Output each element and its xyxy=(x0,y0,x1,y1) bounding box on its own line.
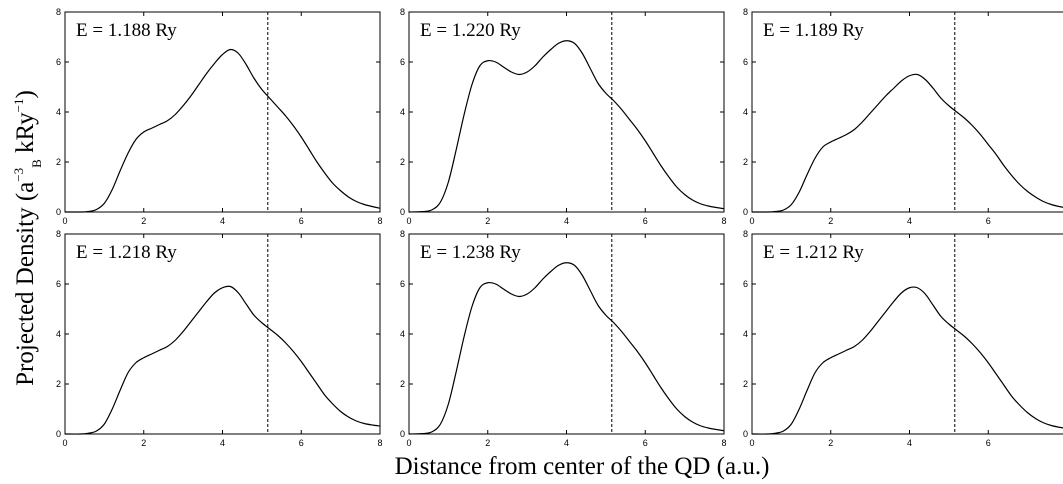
y-tick-label: 6 xyxy=(56,57,61,67)
y-axis-title: Projected Density (a−3B kRy−1) xyxy=(11,90,44,386)
y-tick-label: 6 xyxy=(400,279,405,289)
y-tick-label: 4 xyxy=(400,107,405,117)
y-axis-title-close: ) xyxy=(12,90,39,98)
x-tick-label: 2 xyxy=(141,216,146,226)
y-tick-label: 2 xyxy=(743,157,748,167)
panel-energy-label: E = 1.212 Ry xyxy=(763,242,864,263)
y-tick-label: 4 xyxy=(400,329,405,339)
x-tick-label: 8 xyxy=(377,216,382,226)
density-curve xyxy=(408,262,725,435)
x-tick-label: 0 xyxy=(406,438,411,448)
panel-energy-label: E = 1.189 Ry xyxy=(763,20,864,41)
y-tick-label: 6 xyxy=(743,57,748,67)
plot-frame xyxy=(751,233,1063,435)
y-tick-label: 4 xyxy=(56,329,61,339)
plot-frame xyxy=(751,11,1063,213)
y-tick-label: 2 xyxy=(400,379,405,389)
y-tick-label: 8 xyxy=(56,7,61,17)
panel-4: 0 2 4 6 8 0 2 4 6 8 E = 1.218 Ry xyxy=(56,229,383,448)
x-tick-label: 0 xyxy=(749,438,754,448)
x-tick-label: 0 xyxy=(62,438,67,448)
y-axis-title-mid: kRy xyxy=(12,112,39,159)
x-tick-label: 6 xyxy=(299,216,304,226)
x-tick-label: 8 xyxy=(377,438,382,448)
density-curve xyxy=(408,40,725,213)
panel-energy-label: E = 1.188 Ry xyxy=(76,20,177,41)
panel-5: 0 2 4 6 8 0 2 4 6 8 E = 1.238 Ry xyxy=(400,229,727,448)
y-tick-label: 8 xyxy=(400,229,405,239)
x-tick-label: 2 xyxy=(485,216,490,226)
y-tick-label: 2 xyxy=(400,157,405,167)
plot-frame xyxy=(64,11,381,213)
y-tick-label: 0 xyxy=(743,207,748,217)
y-axis-title-sub: B xyxy=(29,159,44,168)
panel-energy-label: E = 1.238 Ry xyxy=(420,242,521,263)
x-tick-label: 6 xyxy=(986,438,991,448)
x-tick-label: 4 xyxy=(564,438,569,448)
y-tick-label: 6 xyxy=(56,279,61,289)
y-axis-title-sup2: −1 xyxy=(11,98,26,112)
panel-2: 0 2 4 6 8 0 2 4 6 8 E = 1.220 Ry xyxy=(400,7,727,226)
y-tick-label: 8 xyxy=(743,7,748,17)
y-tick-label: 8 xyxy=(400,7,405,17)
x-tick-label: 8 xyxy=(721,216,726,226)
x-tick-label: 0 xyxy=(62,216,67,226)
panel-energy-label: E = 1.218 Ry xyxy=(76,242,177,263)
y-tick-label: 0 xyxy=(400,207,405,217)
panel-1: 0 2 4 6 8 0 2 4 6 8 E = 1.188 Ry xyxy=(56,7,383,226)
x-axis-title: Distance from center of the QD (a.u.) xyxy=(395,453,770,480)
y-tick-label: 6 xyxy=(400,57,405,67)
x-tick-label: 4 xyxy=(907,216,912,226)
y-tick-label: 0 xyxy=(56,207,61,217)
y-tick-label: 0 xyxy=(400,429,405,439)
x-tick-label: 6 xyxy=(299,438,304,448)
plot-frame xyxy=(408,11,725,213)
y-tick-label: 2 xyxy=(743,379,748,389)
y-tick-label: 8 xyxy=(56,229,61,239)
y-tick-label: 4 xyxy=(743,107,748,117)
x-tick-label: 2 xyxy=(828,216,833,226)
density-curve xyxy=(64,285,381,435)
y-axis-title-main: Projected Density (a xyxy=(12,182,39,386)
plot-frame xyxy=(408,233,725,435)
x-tick-label: 2 xyxy=(141,438,146,448)
y-tick-label: 2 xyxy=(56,157,61,167)
x-tick-label: 2 xyxy=(828,438,833,448)
panel-energy-label: E = 1.220 Ry xyxy=(420,20,521,41)
x-tick-label: 6 xyxy=(986,216,991,226)
y-tick-label: 0 xyxy=(743,429,748,439)
x-tick-label: 4 xyxy=(220,438,225,448)
y-tick-label: 4 xyxy=(56,107,61,117)
density-curve xyxy=(751,73,1063,213)
x-tick-label: 4 xyxy=(220,216,225,226)
y-axis-title-sup1: −3 xyxy=(11,168,26,182)
x-tick-label: 0 xyxy=(749,216,754,226)
density-curve xyxy=(751,286,1063,435)
y-tick-label: 4 xyxy=(743,329,748,339)
y-tick-label: 8 xyxy=(743,229,748,239)
y-tick-label: 2 xyxy=(56,379,61,389)
y-tick-label: 6 xyxy=(743,279,748,289)
y-tick-label: 0 xyxy=(56,429,61,439)
x-tick-label: 6 xyxy=(643,216,648,226)
x-tick-label: 0 xyxy=(406,216,411,226)
density-curve xyxy=(64,48,381,213)
x-tick-label: 2 xyxy=(485,438,490,448)
x-tick-label: 6 xyxy=(643,438,648,448)
x-tick-label: 4 xyxy=(564,216,569,226)
x-tick-label: 8 xyxy=(721,438,726,448)
x-tick-label: 4 xyxy=(907,438,912,448)
